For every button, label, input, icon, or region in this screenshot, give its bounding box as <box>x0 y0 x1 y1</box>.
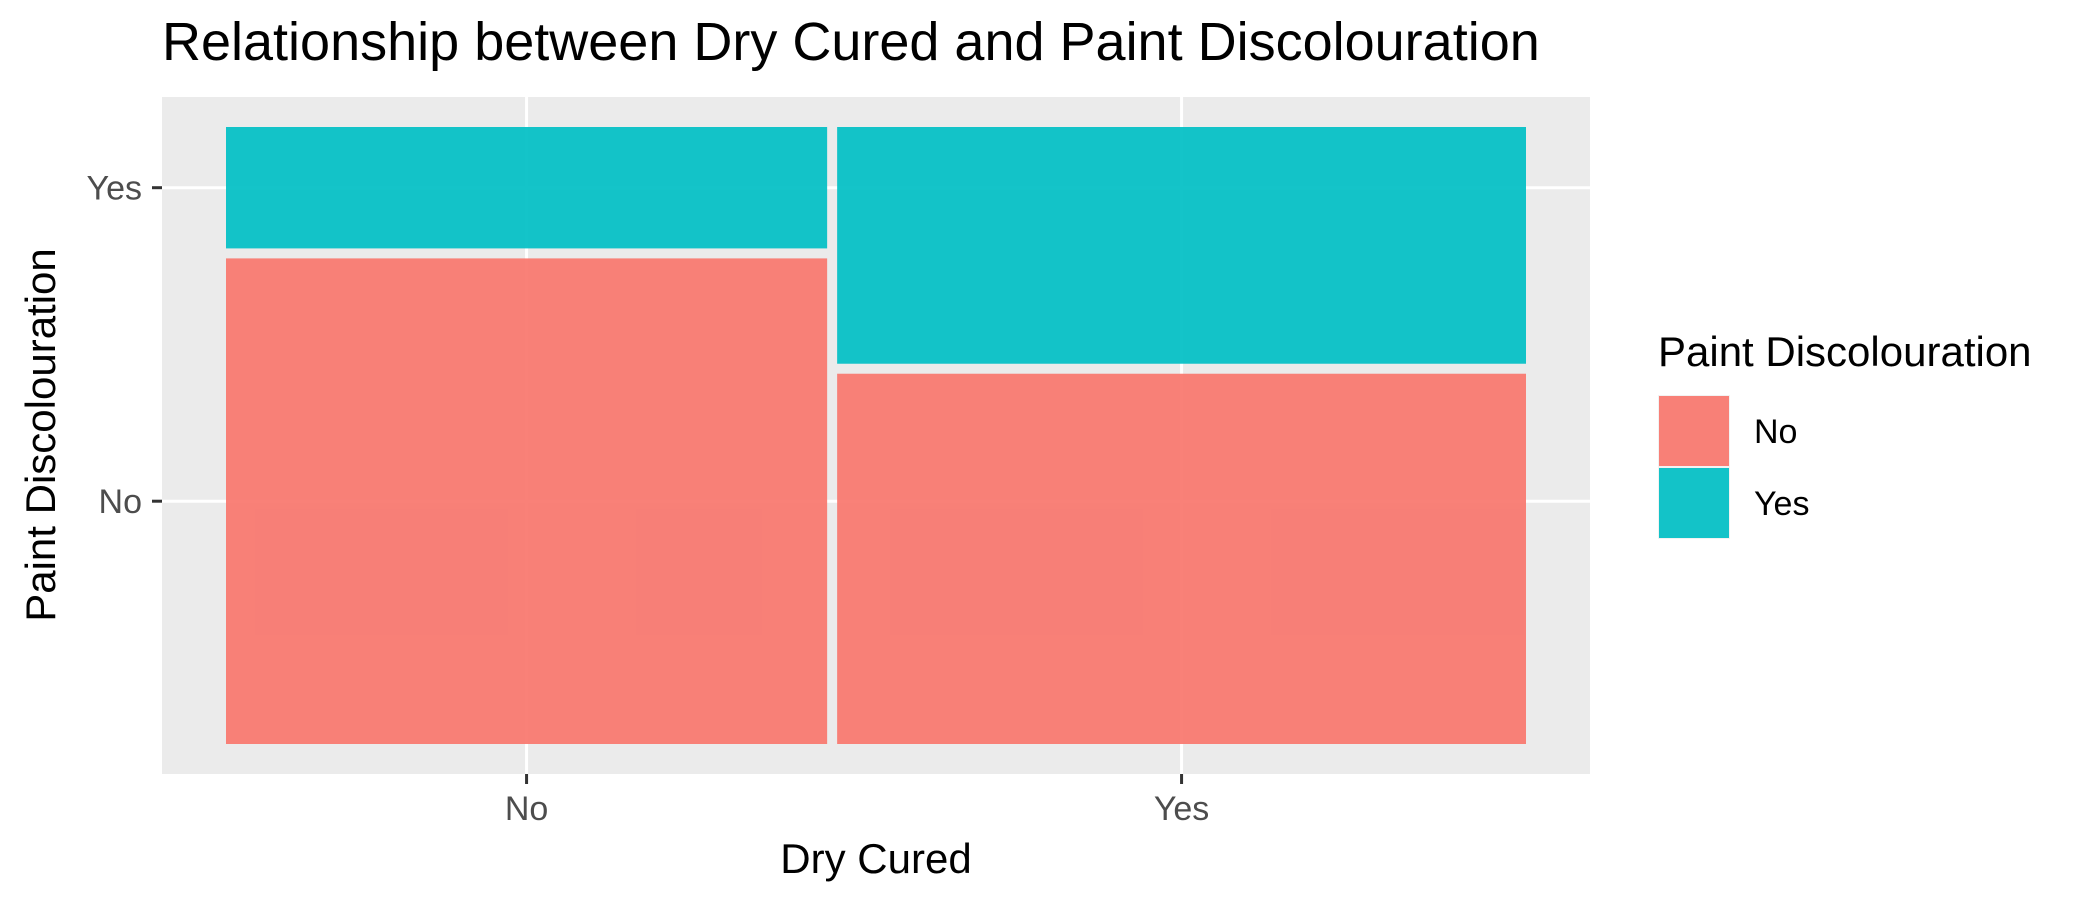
axes: No Yes No Yes <box>87 170 1210 828</box>
legend-label-yes: Yes <box>1754 485 1809 523</box>
legend: Paint Discolouration No Yes <box>1658 328 2032 539</box>
legend-title: Paint Discolouration <box>1658 328 2032 375</box>
mosaic-tiles <box>226 127 1526 744</box>
legend-key-no <box>1659 396 1729 466</box>
x-tick-label: No <box>505 790 548 828</box>
y-tick-label: Yes <box>87 170 142 208</box>
y-tick-label: No <box>99 483 142 521</box>
y-axis-title: Paint Discolouration <box>17 248 64 622</box>
chart-title: Relationship between Dry Cured and Paint… <box>162 12 1540 72</box>
legend-items: No Yes <box>1658 395 1809 539</box>
legend-key-yes <box>1659 468 1729 538</box>
mosaic-tile-yes-no <box>837 373 1526 744</box>
x-axis-title: Dry Cured <box>780 835 971 882</box>
x-tick-label: Yes <box>1154 790 1209 828</box>
legend-label-no: No <box>1754 413 1797 451</box>
mosaic-tile-no-no <box>226 258 828 744</box>
mosaic-tile-yes-yes <box>837 127 1526 364</box>
mosaic-tile-no-yes <box>226 127 828 249</box>
